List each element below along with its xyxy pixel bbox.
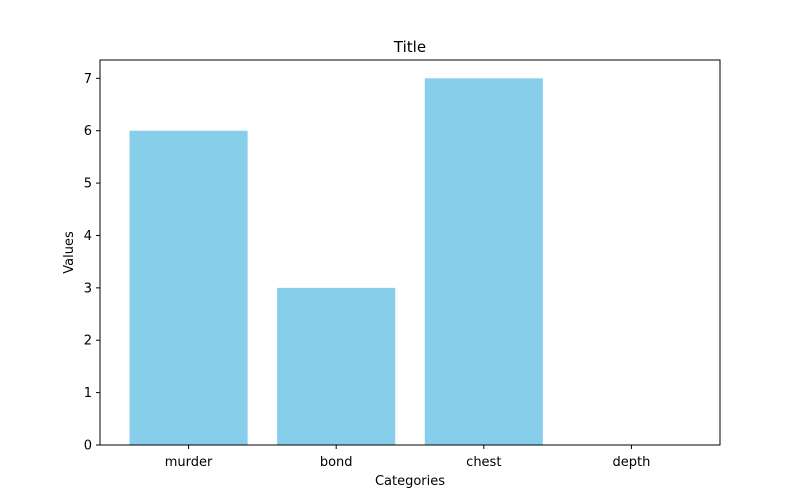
bar-chest <box>424 78 543 445</box>
bar-bond <box>277 287 396 445</box>
y-axis-ticks: 0 1 2 3 4 5 6 7 <box>84 72 100 454</box>
x-axis-label: Categories <box>375 474 445 489</box>
y-tick-label: 6 <box>84 124 92 139</box>
chart-title: Title <box>393 38 426 56</box>
y-tick-label: 0 <box>84 439 92 454</box>
x-tick-label: depth <box>613 455 651 470</box>
y-axis-label: Values <box>62 231 77 274</box>
x-axis-ticks: murder bond chest depth <box>165 445 651 470</box>
y-tick-label: 7 <box>84 72 92 87</box>
bar-murder <box>129 130 248 445</box>
x-tick-label: murder <box>165 455 213 470</box>
x-tick-label: chest <box>466 455 501 470</box>
y-tick-label: 3 <box>84 281 92 296</box>
y-tick-label: 5 <box>84 177 92 192</box>
y-tick-label: 4 <box>84 229 92 244</box>
bars-group <box>129 78 543 445</box>
plot-frame <box>99 59 721 446</box>
y-tick-label: 1 <box>84 386 92 401</box>
y-tick-label: 2 <box>84 334 92 349</box>
x-tick-label: bond <box>320 455 353 470</box>
